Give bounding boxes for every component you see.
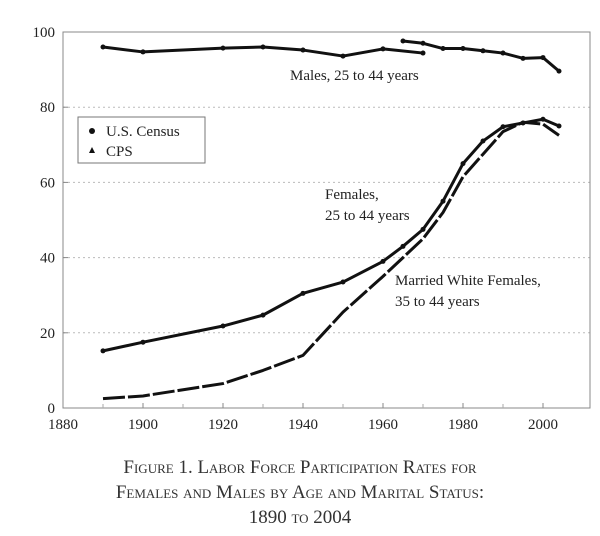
data-point xyxy=(400,38,406,44)
data-point xyxy=(500,124,506,130)
data-point xyxy=(440,198,446,204)
y-tick-label: 80 xyxy=(40,100,55,116)
legend-label-cps: CPS xyxy=(106,144,133,160)
y-tick-label: 0 xyxy=(48,401,56,417)
x-tick-label: 1980 xyxy=(448,417,478,433)
data-point xyxy=(440,46,446,52)
data-point xyxy=(420,226,426,232)
data-point xyxy=(220,323,226,329)
annotation-married-2: 35 to 44 years xyxy=(395,294,480,310)
data-point xyxy=(556,123,562,129)
series-line-1 xyxy=(402,39,560,73)
y-tick-label: 100 xyxy=(33,25,56,41)
series-line-3 xyxy=(102,120,560,401)
data-point xyxy=(140,49,146,55)
series-line-0 xyxy=(102,45,424,58)
annotation-married-1: Married White Females, xyxy=(395,273,541,289)
figure-caption: Figure 1. Labor Force Participation Rate… xyxy=(0,455,600,530)
annotation-females-1: Females, xyxy=(325,187,379,203)
data-point xyxy=(540,55,546,61)
data-point xyxy=(400,243,406,249)
data-point xyxy=(340,279,346,285)
data-point xyxy=(300,290,306,296)
data-point xyxy=(100,348,106,354)
data-point xyxy=(460,46,466,52)
y-tick-label: 60 xyxy=(40,175,55,191)
x-tick-label: 1960 xyxy=(368,417,398,433)
legend-marker-census xyxy=(89,128,95,134)
data-point xyxy=(300,47,306,53)
legend: U.S. Census CPS xyxy=(77,116,206,164)
data-point xyxy=(420,40,426,46)
data-point xyxy=(520,55,526,61)
annotation-females-2: 25 to 44 years xyxy=(325,208,410,224)
line-chart: 0 20 40 60 80 100 1880 1900 1920 1940 1960 1980 2000… xyxy=(33,25,591,433)
data-point xyxy=(140,339,146,345)
data-point xyxy=(340,53,346,59)
y-tick-label: 40 xyxy=(40,251,55,267)
x-tick-label: 2000 xyxy=(528,417,558,433)
data-point xyxy=(380,46,386,52)
data-point xyxy=(260,312,266,318)
data-point xyxy=(556,68,562,74)
caption-line-2: Females and Males by Age and Marital Sta… xyxy=(115,482,485,503)
caption-line-3: 1890 to 2004 xyxy=(248,507,352,528)
data-point xyxy=(480,48,486,54)
data-point xyxy=(420,50,426,56)
annotation-males: Males, 25 to 44 years xyxy=(290,68,419,84)
data-point xyxy=(380,258,386,264)
data-point xyxy=(540,116,546,122)
data-point xyxy=(500,50,506,56)
x-tick-label: 1920 xyxy=(208,417,238,433)
caption-line-1: Figure 1. Labor Force Participation Rate… xyxy=(123,457,477,478)
data-point xyxy=(260,44,266,50)
data-point xyxy=(480,138,486,144)
series-line-2 xyxy=(102,117,560,353)
plot-frame xyxy=(62,31,591,409)
legend-marker-cps xyxy=(89,147,95,153)
data-point xyxy=(220,45,226,51)
x-tick-label: 1900 xyxy=(128,417,158,433)
x-tick-label: 1940 xyxy=(288,417,318,433)
data-point xyxy=(460,161,466,167)
legend-label-census: U.S. Census xyxy=(106,124,180,140)
data-point xyxy=(100,44,106,50)
x-tick-label: 1880 xyxy=(48,417,78,433)
y-tick-label: 20 xyxy=(40,326,55,342)
